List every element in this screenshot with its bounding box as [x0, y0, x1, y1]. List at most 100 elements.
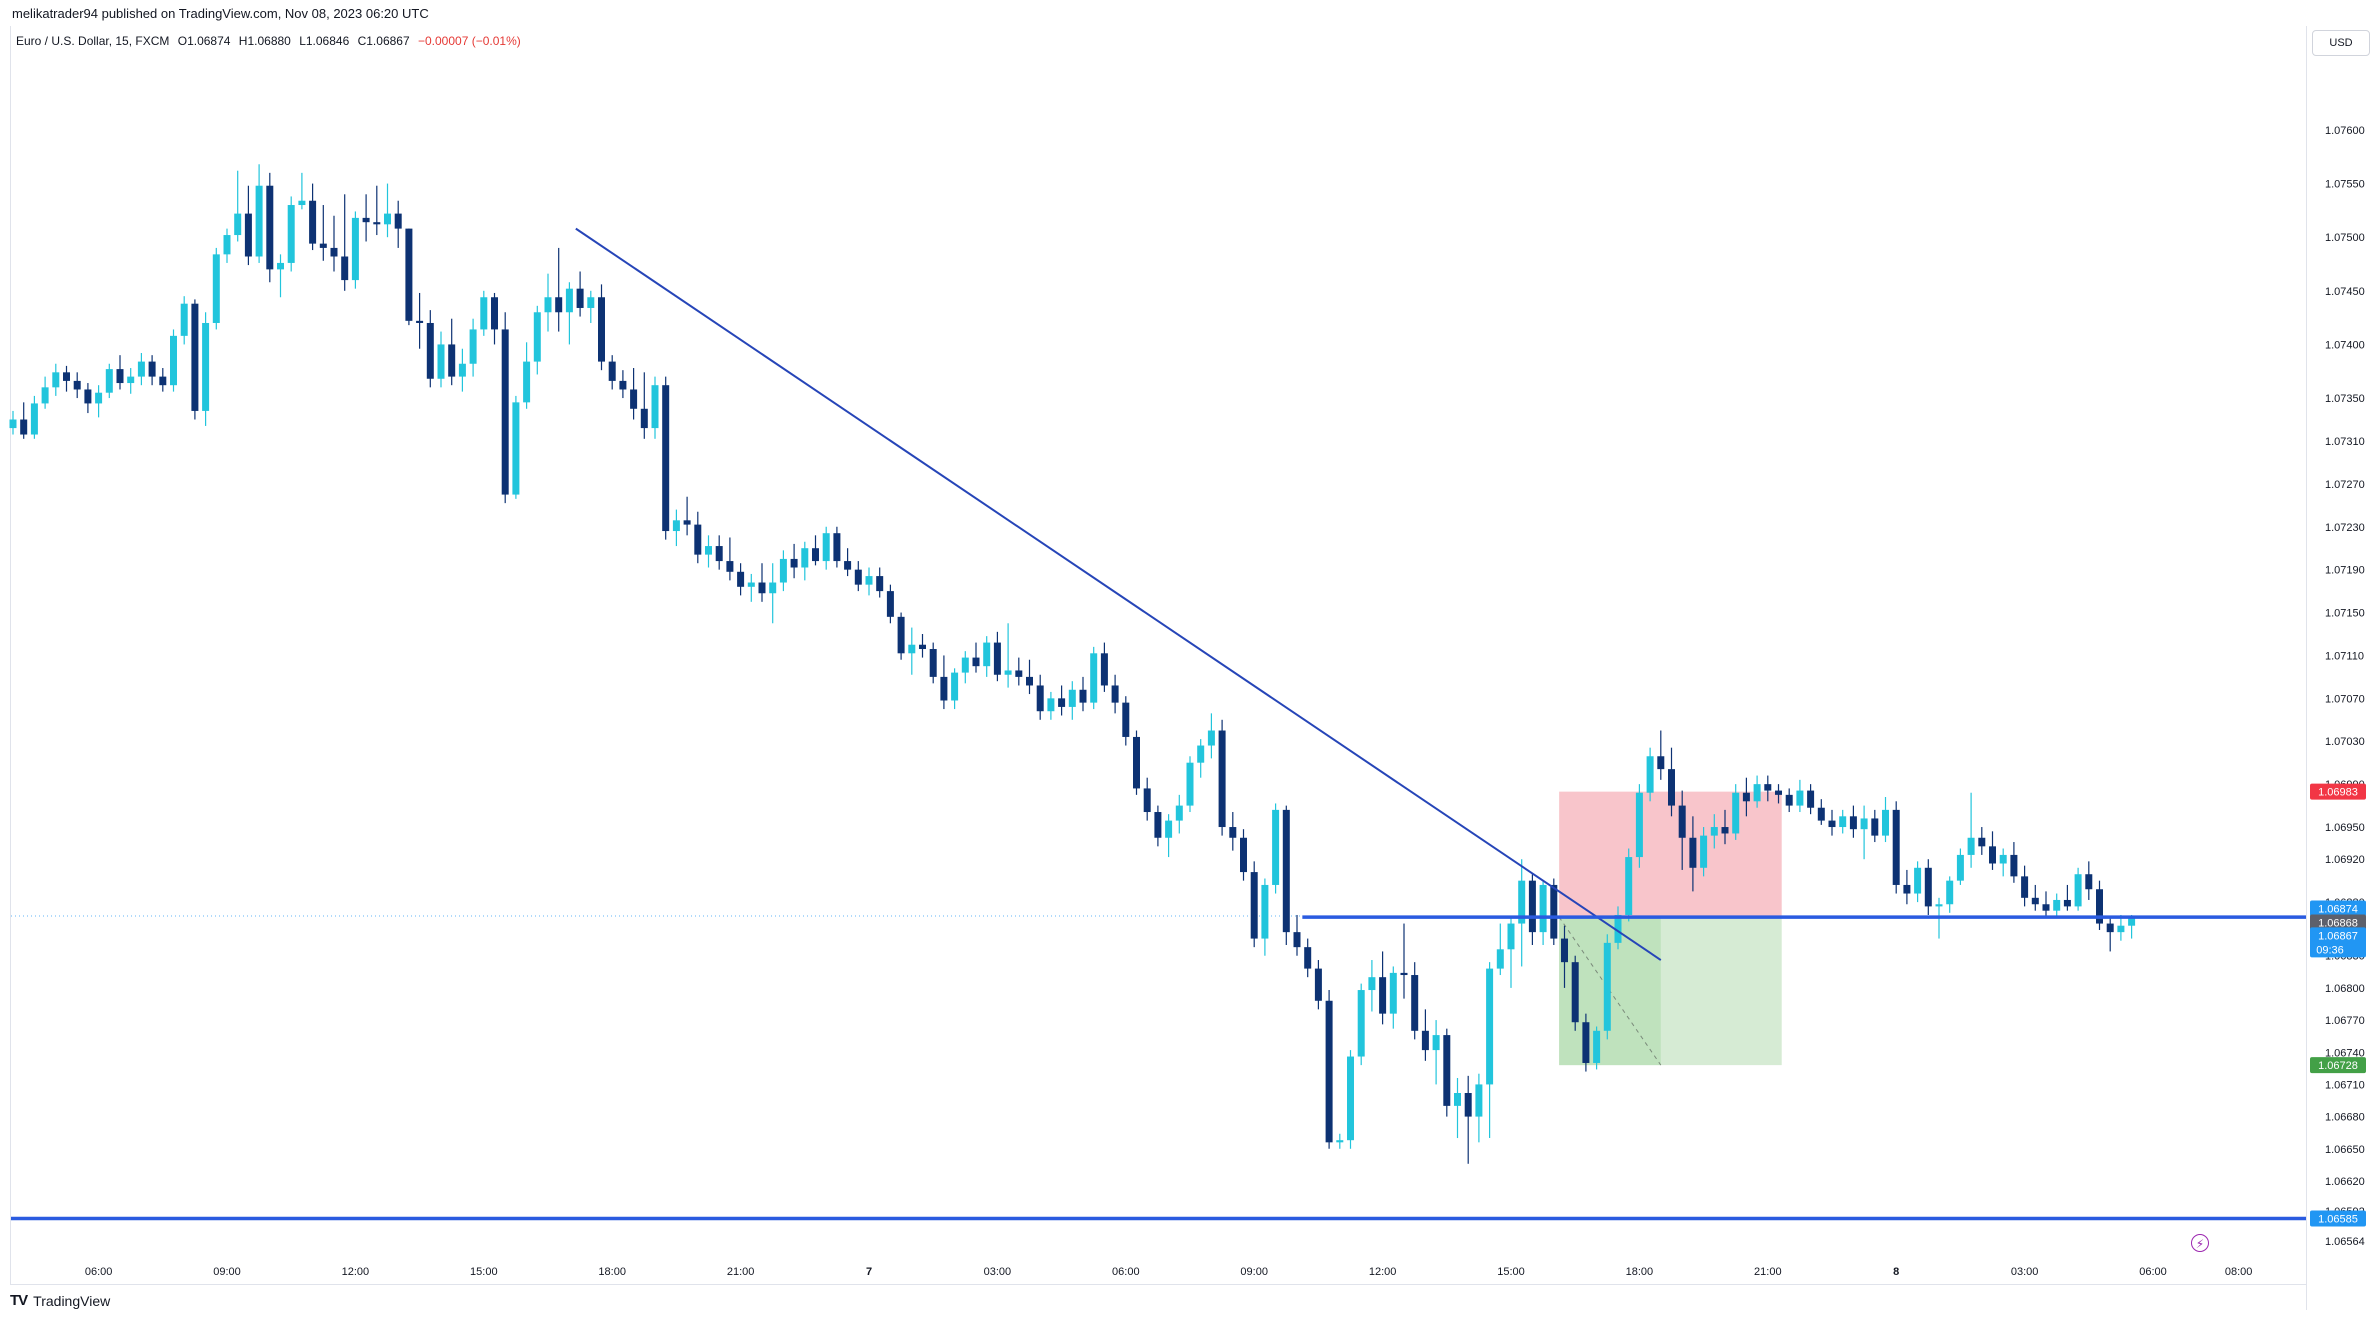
candle-body [41, 387, 49, 404]
candle-body [180, 303, 188, 336]
candle-body [1753, 784, 1761, 802]
candle-body [1068, 689, 1076, 707]
candle-body [972, 657, 980, 667]
flash-icon[interactable]: ⚡ [2191, 1234, 2209, 1252]
time-axis-tick: 18:00 [1626, 1266, 1654, 1278]
candle-body [576, 288, 584, 308]
candle-body [1914, 867, 1922, 894]
tradingview-mark-icon: TV [10, 1292, 28, 1309]
candle-body [1956, 854, 1964, 881]
candle [1004, 623, 1012, 688]
tradingview-logo[interactable]: TV TradingView [10, 1292, 110, 1309]
price-label-bg [2310, 927, 2366, 958]
candle [1207, 713, 1215, 759]
candle-body [2021, 876, 2029, 898]
candle [1807, 784, 1815, 815]
candle [394, 200, 402, 248]
candle [1026, 659, 1033, 695]
candle-body [148, 361, 156, 377]
candle-body [127, 376, 135, 384]
candle [1914, 861, 1922, 903]
candle [277, 254, 284, 298]
candle [1250, 861, 1258, 948]
candle-body [437, 344, 445, 379]
candle-body [1764, 784, 1772, 791]
candle-body [1229, 827, 1237, 838]
candle [1379, 951, 1387, 1025]
candle [726, 537, 734, 581]
candle-body [1978, 837, 1986, 847]
candle-body [1100, 653, 1108, 686]
candle [1871, 809, 1879, 843]
candle [715, 535, 723, 570]
candle-body [351, 217, 359, 281]
price-axis-tick: 1.06770 [2325, 1015, 2365, 1027]
candle-body [961, 657, 969, 673]
candle-body [1539, 884, 1547, 933]
candle-body [1475, 1084, 1483, 1117]
candle-body [244, 213, 252, 257]
candle [812, 535, 819, 566]
candle-body [1775, 790, 1782, 795]
candle-body [1582, 1022, 1590, 1063]
time-axis-tick: 08:00 [2225, 1266, 2253, 1278]
candle [1347, 1050, 1354, 1149]
candle [1635, 784, 1643, 868]
candle-body [694, 524, 702, 555]
candle [1143, 777, 1151, 821]
price-scale-label: 1.06728 [2310, 1057, 2366, 1074]
price-axis-tick: 1.07150 [2325, 608, 2365, 620]
candle-body [1871, 818, 1879, 836]
candle-body [2117, 925, 2125, 933]
candle [469, 318, 477, 377]
candle-body [1432, 1035, 1440, 1051]
candle-body [1026, 676, 1033, 686]
candle [1582, 1013, 1590, 1072]
price-label-bg [2310, 1057, 2366, 1074]
price-axis-tick: 1.07550 [2325, 179, 2365, 191]
currency-button[interactable]: USD [2312, 30, 2370, 56]
candle-body [822, 533, 830, 562]
candle-body [2106, 923, 2114, 933]
candle-body [1336, 1140, 1344, 1143]
price-axis-tick: 1.07110 [2325, 650, 2364, 662]
candle-body [651, 385, 659, 429]
candle [747, 573, 755, 602]
candle-body [1154, 812, 1162, 838]
candle-body [1518, 880, 1526, 924]
candle [1924, 859, 1932, 915]
price-label-bg [2310, 914, 2366, 931]
candle [2085, 861, 2093, 900]
candle-body [726, 561, 734, 572]
candle-body [854, 569, 862, 585]
candle [1015, 657, 1023, 686]
candle-body [779, 558, 787, 583]
candle-body [1143, 788, 1151, 813]
symbol-name[interactable]: Euro / U.S. Dollar, 15, FXCM [16, 34, 170, 48]
candle [1978, 827, 1986, 855]
candle-body [2063, 899, 2071, 907]
candle-body [1282, 809, 1290, 933]
price-axis-tick: 1.06680 [2325, 1112, 2365, 1124]
candle-body [1999, 854, 2007, 864]
candle [1229, 812, 1237, 851]
candle-body [63, 372, 70, 381]
candle-body [384, 213, 391, 225]
candle [416, 292, 424, 349]
candle-body [672, 520, 680, 532]
candle-body [223, 235, 231, 255]
candle-body [951, 672, 959, 701]
candle [1989, 831, 1996, 870]
candle-body [1347, 1056, 1354, 1141]
candle-body [630, 389, 638, 409]
candle [1550, 878, 1558, 946]
candle [1518, 859, 1526, 967]
candle [2021, 865, 2029, 907]
candle [2096, 880, 2103, 930]
candle [1165, 814, 1173, 858]
candle [1721, 809, 1729, 845]
candle [1946, 876, 1954, 913]
price-axis-tick: 1.06740 [2325, 1047, 2365, 1059]
candle-body [52, 372, 60, 388]
